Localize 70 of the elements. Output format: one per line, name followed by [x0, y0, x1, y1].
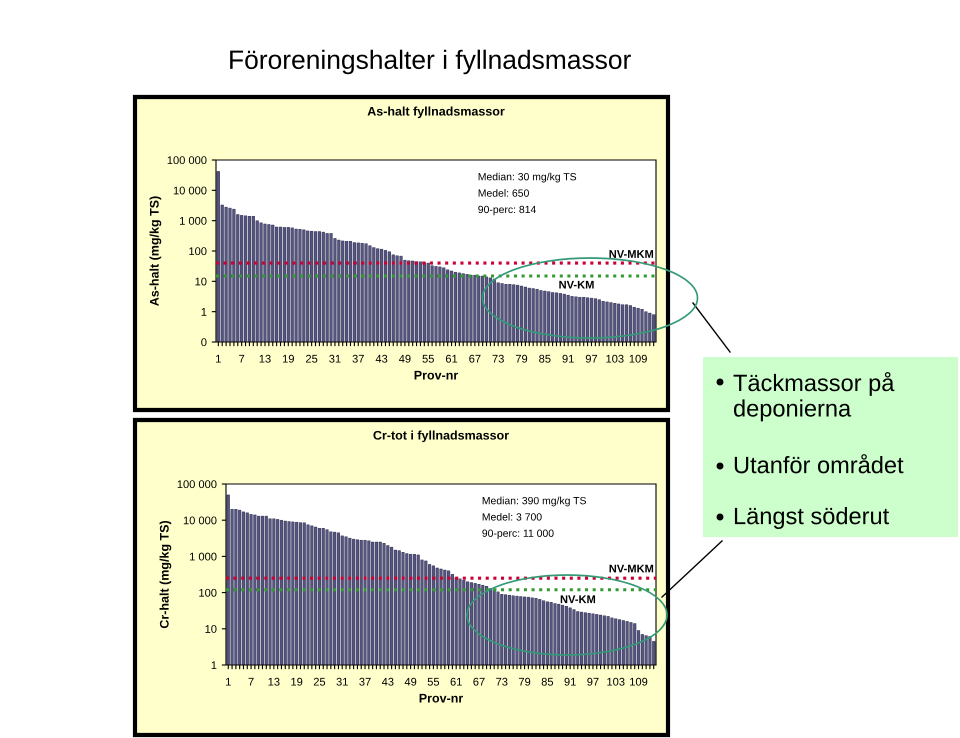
y-axis-title: Cr-halt (mg/kg TS): [160, 520, 172, 628]
y-tick-label: 10 000: [184, 516, 217, 524]
x-tick-label: 103: [606, 354, 624, 363]
x-tick-label: 7: [239, 354, 244, 363]
x-tick-label: 43: [382, 678, 394, 686]
x-tick-label: 1: [226, 678, 231, 686]
x-tick-label: 49: [404, 678, 416, 686]
x-axis-title: Prov-nr: [420, 694, 464, 703]
y-tick-label: 1: [212, 661, 216, 670]
x-tick-label: 7: [248, 678, 254, 686]
annotation: 90-perc: 11 000: [482, 530, 554, 539]
x-tick-label: 85: [539, 354, 551, 363]
x-tick-label: 91: [564, 678, 576, 686]
text: Föroreningshalter i fyllnadsmassor: [230, 50, 631, 74]
x-tick-label: 31: [329, 354, 341, 363]
ref-line-label: NV-KM: [559, 280, 594, 288]
x-tick-label: 61: [446, 354, 458, 363]
text: Täckmassor på deponierna: [734, 372, 894, 422]
x-tick-label: 13: [260, 354, 271, 363]
x-tick-label: 73: [492, 354, 504, 363]
x-tick-label: 55: [422, 354, 434, 363]
x-tick-label: 37: [359, 678, 371, 686]
x-tick-label: 73: [496, 678, 508, 686]
annotation: Median: 30 mg/kg TS: [478, 172, 576, 182]
x-tick-label: 55: [428, 678, 440, 686]
ref-line-label: NV-MKM: [610, 564, 654, 572]
x-tick-label: 103: [607, 678, 625, 686]
y-tick-label: 100 000: [168, 156, 207, 164]
x-tick-label: 79: [518, 678, 530, 686]
x-tick-label: 97: [586, 354, 598, 363]
x-tick-label: 91: [562, 354, 574, 363]
x-tick-label: 67: [469, 354, 480, 363]
x-tick-label: 43: [376, 354, 388, 363]
x-tick-label: 109: [630, 678, 648, 686]
annotation: 90-perc: 814: [478, 206, 536, 216]
chart-title: Cr-tot i fyllnadsmassor: [373, 430, 509, 442]
text: Utanför området: [734, 454, 904, 474]
x-tick-label: 25: [306, 354, 318, 363]
x-tick-label: 37: [352, 354, 364, 363]
y-tick-label: 10 000: [174, 186, 207, 194]
x-tick-label: 61: [450, 678, 462, 686]
annotation: Medel: 650: [478, 189, 529, 197]
y-tick-label: 0: [201, 338, 207, 346]
x-tick-label: 19: [291, 678, 302, 686]
y-axis-title: As-halt (mg/kg TS): [150, 196, 162, 306]
x-tick-label: 67: [473, 678, 485, 686]
annotation: Median: 390 mg/kg TS: [482, 496, 586, 506]
y-tick-label: 10: [205, 625, 217, 633]
y-tick-label: 100: [189, 247, 207, 256]
x-tick-label: 85: [542, 678, 554, 686]
x-tick-label: 25: [314, 678, 326, 686]
chart-title: As-halt fyllnadsmassor: [368, 106, 505, 118]
y-tick-label: 1: [202, 308, 206, 316]
annotation: Medel: 3 700: [482, 512, 542, 521]
y-tick-label: 10: [195, 278, 207, 286]
x-tick-label: 31: [336, 678, 348, 686]
ref-line-label: NV-MKM: [609, 250, 654, 258]
x-tick-label: 19: [282, 354, 294, 363]
y-tick-label: 100 000: [178, 480, 217, 488]
y-tick-label: 1 000: [190, 552, 217, 561]
x-tick-label: 97: [587, 678, 599, 686]
y-tick-label: 1 000: [180, 216, 207, 225]
text: Längst söderut: [734, 507, 890, 530]
x-tick-label: 79: [516, 354, 528, 363]
x-tick-label: 109: [630, 354, 647, 363]
x-axis-title: Prov-nr: [414, 370, 458, 380]
x-tick-label: 49: [398, 354, 411, 363]
ref-line-label: NV-KM: [560, 595, 596, 604]
y-tick-label: 100: [199, 588, 217, 597]
x-tick-label: 13: [268, 678, 280, 686]
